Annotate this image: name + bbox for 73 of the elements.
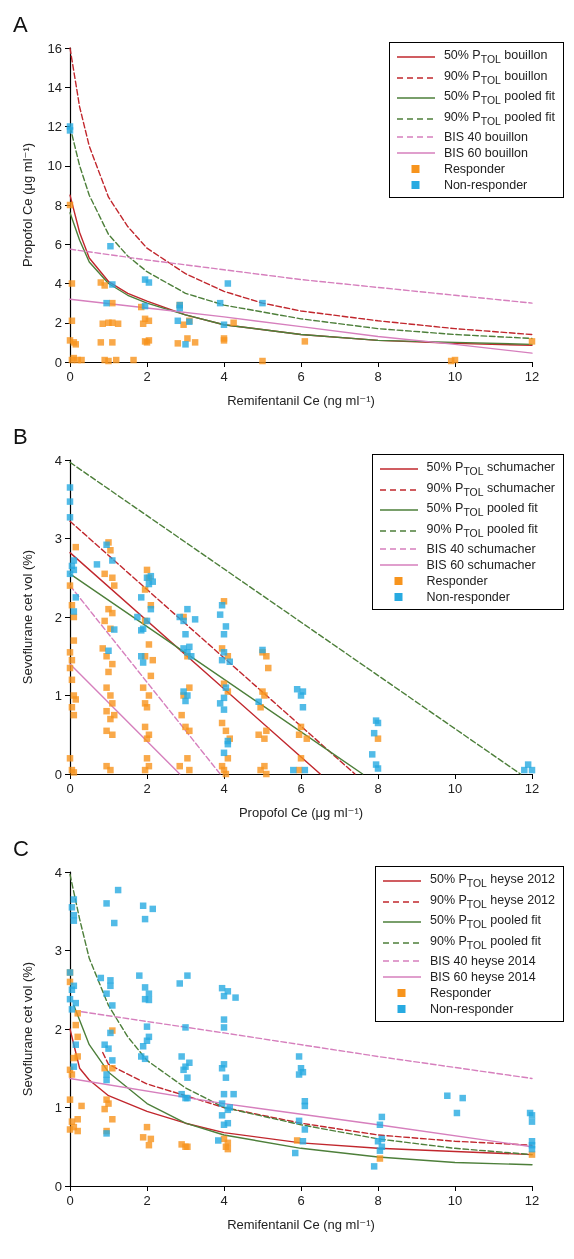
- legend-label: 90% P$_{TOL}$ pooled fit: [429, 932, 542, 952]
- legend-label: Non-responder: [443, 177, 528, 193]
- chart-title: B: [13, 423, 28, 449]
- x-tick-label: 8: [374, 781, 382, 796]
- x-tick-label: 8: [374, 369, 382, 384]
- legend-label: Responder: [429, 985, 492, 1001]
- x-tick-label: 6: [297, 369, 305, 384]
- y-tick-label: 0: [54, 766, 62, 782]
- y-tick-label: 4: [54, 276, 62, 291]
- x-axis-title: Propofol Ce (μg ml⁻¹): [238, 805, 364, 820]
- y-tick-label: 3: [54, 531, 62, 546]
- legend-label: 50% P$_{TOL}$ heyse 2012: [429, 871, 555, 891]
- y-tick-label: 4: [54, 864, 62, 880]
- y-axis-title: Sevoflurane cet vol (%): [20, 961, 35, 1097]
- y-tick-label: 6: [54, 236, 62, 252]
- y-tick-label: 12: [47, 119, 62, 134]
- x-tick-label: 6: [297, 781, 305, 796]
- y-tick-label: 0: [54, 1178, 62, 1194]
- x-tick-label: 4: [220, 1193, 228, 1208]
- legend-label: BIS 60 heyse 2014: [429, 969, 536, 985]
- y-axis-title: Propofol Ce (μg ml⁻¹): [20, 142, 35, 268]
- legend-label: 90% P$_{TOL}$ bouillon: [443, 67, 548, 87]
- legend-label: BIS 40 bouillon: [443, 129, 528, 145]
- x-tick-label: 12: [524, 369, 540, 384]
- x-tick-label: 0: [66, 1193, 74, 1208]
- y-tick-label: 8: [54, 197, 62, 213]
- x-tick-label: 6: [297, 1193, 305, 1208]
- y-tick-label: 4: [54, 452, 62, 468]
- legend-label: BIS 40 schumacher: [426, 541, 536, 557]
- legend-label: BIS 40 heyse 2014: [429, 953, 536, 969]
- y-tick-label: 1: [54, 688, 62, 703]
- legend-label: Non-responder: [429, 1001, 514, 1017]
- legend-label: 90% P$_{TOL}$ pooled fit: [443, 108, 555, 128]
- x-tick-label: 4: [220, 781, 228, 796]
- x-tick-label: 0: [66, 781, 74, 796]
- x-tick-label: 2: [143, 369, 151, 384]
- legend-label: Non-responder: [426, 589, 510, 605]
- x-tick-label: 12: [524, 781, 540, 796]
- legend-label: 50% P$_{TOL}$ schumacher: [426, 459, 555, 479]
- y-tick-label: 2: [54, 1021, 62, 1037]
- legend-label: 50% P$_{TOL}$ pooled fit: [443, 88, 555, 108]
- y-tick-label: 16: [47, 40, 62, 56]
- x-tick-label: 2: [143, 1193, 151, 1208]
- legend-label: BIS 60 bouillon: [443, 145, 528, 161]
- legend-label: BIS 60 schumacher: [426, 557, 536, 573]
- y-axis-title: Sevoflurane cet vol (%): [20, 549, 35, 685]
- x-tick-label: 10: [447, 1193, 463, 1208]
- chart-title: C: [13, 835, 29, 861]
- x-tick-label: 0: [66, 369, 74, 384]
- y-tick-label: 2: [54, 609, 62, 625]
- x-tick-label: 12: [524, 1193, 540, 1208]
- x-tick-label: 4: [220, 369, 228, 384]
- y-tick-label: 1: [54, 1100, 62, 1115]
- legend-label: 90% P$_{TOL}$ pooled fit: [426, 520, 538, 540]
- x-tick-label: 10: [447, 369, 463, 384]
- y-tick-label: 10: [47, 158, 62, 174]
- legend-label: Responder: [426, 573, 488, 589]
- legend-label: 50% P$_{TOL}$ bouillon: [443, 47, 548, 67]
- legend-label: 50% P$_{TOL}$ pooled fit: [426, 500, 538, 520]
- legend-label: Responder: [443, 161, 506, 177]
- x-tick-label: 8: [374, 1193, 382, 1208]
- legend-label: 90% P$_{TOL}$ schumacher: [426, 479, 555, 499]
- legend-label: 90% P$_{TOL}$ heyse 2012: [429, 891, 555, 911]
- y-tick-label: 14: [47, 79, 62, 95]
- x-axis-title: Remifentanil Ce (ng ml⁻¹): [227, 1217, 375, 1232]
- y-tick-label: 2: [54, 315, 62, 331]
- x-tick-label: 10: [447, 781, 463, 796]
- y-tick-label: 3: [54, 943, 62, 958]
- x-axis-title: Remifentanil Ce (ng ml⁻¹): [227, 393, 375, 408]
- chart-title: A: [13, 11, 28, 37]
- legend-label: 50% P$_{TOL}$ pooled fit: [429, 912, 542, 932]
- x-tick-label: 2: [143, 781, 151, 796]
- y-tick-label: 0: [54, 354, 62, 370]
